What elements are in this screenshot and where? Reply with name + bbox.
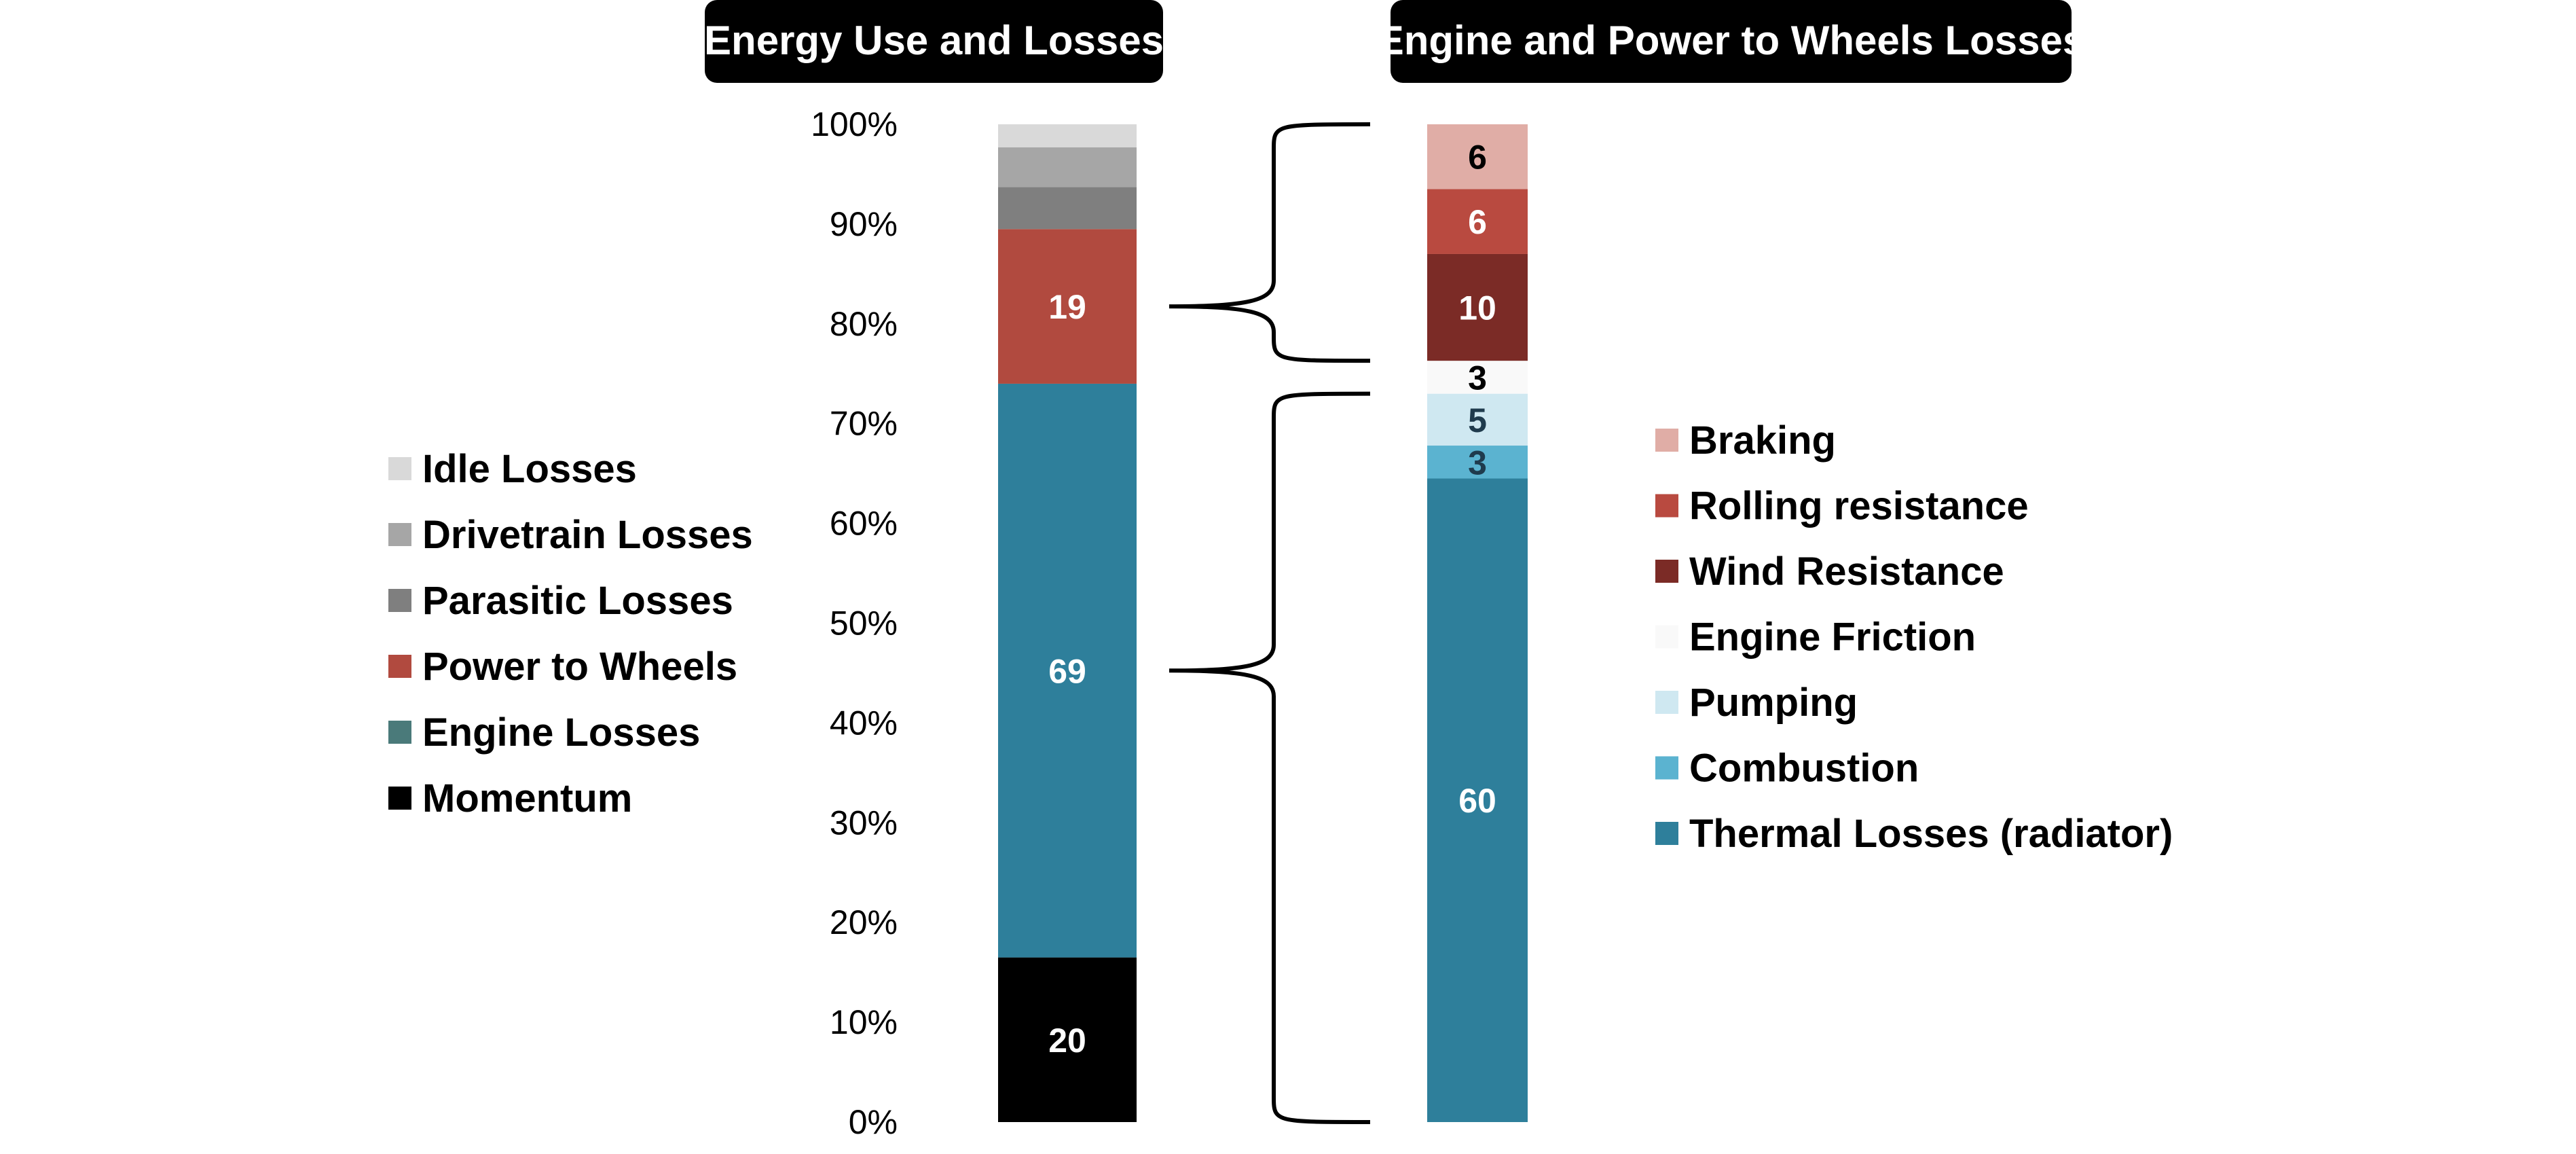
bar-segment-wind-resistance: [1427, 253, 1528, 361]
y-tick-label: 100%: [811, 105, 898, 143]
bar-segment-drivetrain-losses: [998, 147, 1137, 187]
bar-segment-power-to-wheels: [998, 229, 1137, 384]
y-tick-label: 60%: [830, 505, 898, 543]
legend-label-engine-friction: Engine Friction: [1689, 615, 1976, 660]
y-axis: 0% 10% 20% 30% 40% 50% 60% 70% 80% 90% 100%: [811, 105, 898, 1141]
y-tick-label: 20%: [830, 903, 898, 941]
y-tick-label: 70%: [830, 405, 898, 443]
legend-swatch-braking: [1655, 429, 1678, 452]
chart-title-box: [705, 0, 1163, 83]
bar-segment-pumping: [1427, 393, 1528, 446]
legend-swatch-parasitic-losses: [388, 589, 411, 612]
legend-swatch-pumping: [1655, 691, 1678, 714]
data-label-pumping: 5: [1468, 401, 1487, 439]
data-label-combustion: 3: [1468, 444, 1487, 482]
brace-power-to-wheels: [1169, 122, 1371, 363]
y-tick-label: 30%: [830, 804, 898, 842]
legend-swatch-combustion: [1655, 756, 1678, 780]
data-label-wind-resistance: 10: [1458, 289, 1496, 327]
data-label-braking: 6: [1468, 139, 1487, 177]
legend-label-pumping: Pumping: [1689, 681, 1858, 725]
bar-segment-rolling-resistance: [1427, 189, 1528, 254]
data-label-momentum: 20: [1048, 1022, 1086, 1060]
legend-swatch-idle-losses: [388, 457, 411, 480]
legend-swatch-momentum: [388, 787, 411, 810]
bar-segment-idle-losses: [998, 124, 1137, 147]
bar-segment-engine-losses: [998, 383, 1137, 958]
data-label-thermal-losses-radiator: 60: [1458, 782, 1496, 820]
legend-label-engine-losses: Engine Losses: [422, 710, 700, 755]
brace-engine-losses: [1169, 391, 1371, 1124]
data-label-engine-losses: 69: [1048, 652, 1086, 690]
chart-title: Energy Use and Losses: [704, 18, 1164, 63]
legend-label-idle-losses: Idle Losses: [422, 447, 637, 491]
stacked-bars: 20 69 19 60 3 5 3 10 6 6: [998, 124, 1528, 1122]
legend-label-braking: Braking: [1689, 418, 1836, 463]
legend-swatch-thermal-losses-radiator: [1655, 822, 1678, 845]
legend-swatch-engine-friction: [1655, 625, 1678, 649]
data-label-power-to-wheels: 19: [1048, 288, 1086, 326]
y-tick-label: 50%: [830, 605, 898, 643]
bar-segment-thermal-losses-radiator: [1427, 478, 1528, 1122]
legend-label-rolling-resistance: Rolling resistance: [1689, 484, 2029, 528]
bar-segment-parasitic-losses: [998, 187, 1137, 230]
legend-swatch-rolling-resistance: [1655, 494, 1678, 518]
legend-label-combustion: Combustion: [1689, 746, 1919, 791]
bar-segment-combustion: [1427, 446, 1528, 479]
legend-label-parasitic-losses: Parasitic Losses: [422, 579, 733, 623]
y-tick-label: 0%: [849, 1103, 898, 1141]
legend-label-thermal-losses-radiator: Thermal Losses (radiator): [1689, 812, 2173, 856]
data-label-rolling-resistance: 6: [1468, 203, 1487, 241]
legend-swatch-drivetrain-losses: [388, 523, 411, 546]
legend-swatch-wind-resistance: [1655, 560, 1678, 583]
legend-swatch-power-to-wheels: [388, 655, 411, 678]
bar-segment-braking: [1427, 124, 1528, 190]
bar-segment-engine-friction: [1427, 361, 1528, 394]
legend-label-power-to-wheels: Power to Wheels: [422, 645, 737, 689]
legend-label-momentum: Momentum: [422, 776, 632, 821]
chart-title-box: [1391, 0, 2072, 83]
chart-titles: Energy Use and Losses Engine and Power to…: [704, 0, 2085, 83]
legends: Idle Losses Drivetrain Losses Parasitic Lo…: [388, 418, 2173, 856]
y-tick-label: 90%: [830, 205, 898, 243]
y-tick-label: 10%: [830, 1003, 898, 1041]
data-label-engine-friction: 3: [1468, 359, 1487, 397]
y-tick-label: 40%: [830, 704, 898, 742]
legend-label-drivetrain-losses: Drivetrain Losses: [422, 513, 753, 557]
y-tick-label: 80%: [830, 305, 898, 343]
chart-title: Engine and Power to Wheels Losses: [1377, 18, 2086, 63]
bar-segment-momentum: [998, 957, 1137, 1122]
legend-label-wind-resistance: Wind Resistance: [1689, 549, 2004, 594]
legend-swatch-engine-losses: [388, 721, 411, 744]
braces: [1169, 122, 1371, 1124]
